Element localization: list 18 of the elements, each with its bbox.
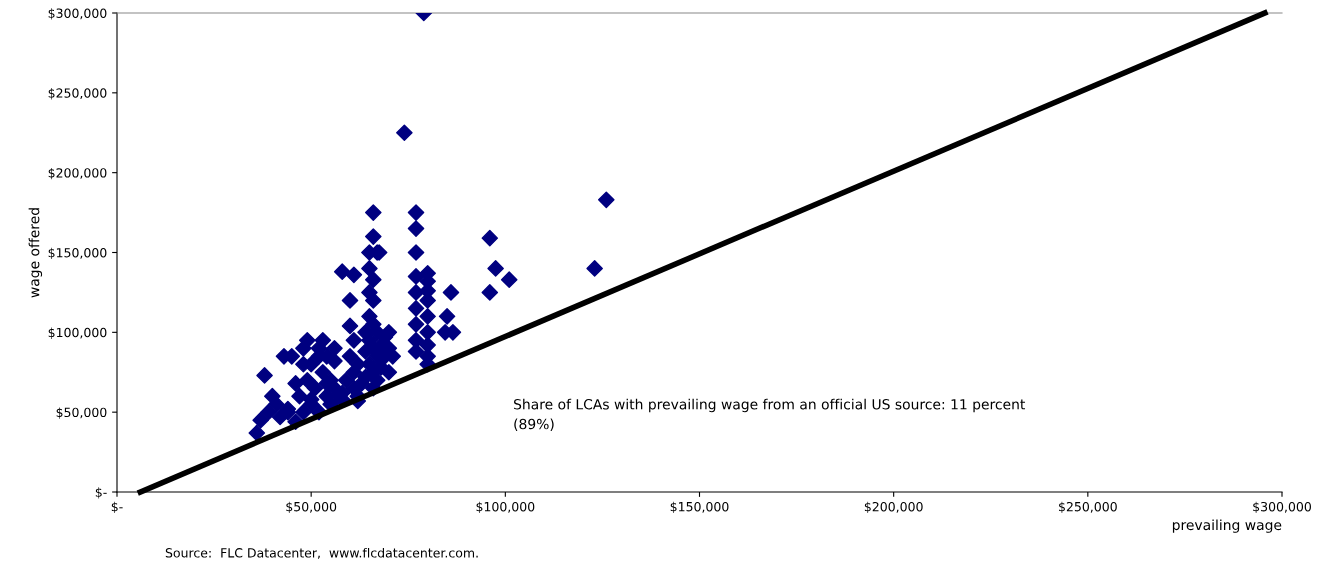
y-tick-label: $250,000 xyxy=(48,88,107,100)
source-note: Source: FLC Datacenter, www.flcdatacenter.com. xyxy=(165,547,478,559)
x-tick-label: $300,000 xyxy=(1253,501,1311,514)
x-tick-label: $200,000 xyxy=(864,501,923,514)
x-tick-label: $250,000 xyxy=(1059,501,1117,514)
y-tick-label: $50,000 xyxy=(56,407,107,419)
y-tick-label: $150,000 xyxy=(48,247,107,260)
annotation: Share of LCAs with prevailing wage from an official US source: 11 percent (89%) xyxy=(514,398,1026,431)
y-tick-label: $100,000 xyxy=(48,327,107,339)
x-tick-label: $- xyxy=(111,501,123,514)
y-axis-title: wage offered xyxy=(28,208,43,298)
y-tick-label: $200,000 xyxy=(48,167,107,180)
y-tick-label: $300,000 xyxy=(48,8,107,20)
x-tick-label: $100,000 xyxy=(476,501,535,514)
x-tick-label: $50,000 xyxy=(286,501,337,514)
x-axis-title: prevailing wage xyxy=(1172,519,1282,533)
x-tick-label: $150,000 xyxy=(670,501,729,514)
y-tick-label: $- xyxy=(95,487,107,499)
